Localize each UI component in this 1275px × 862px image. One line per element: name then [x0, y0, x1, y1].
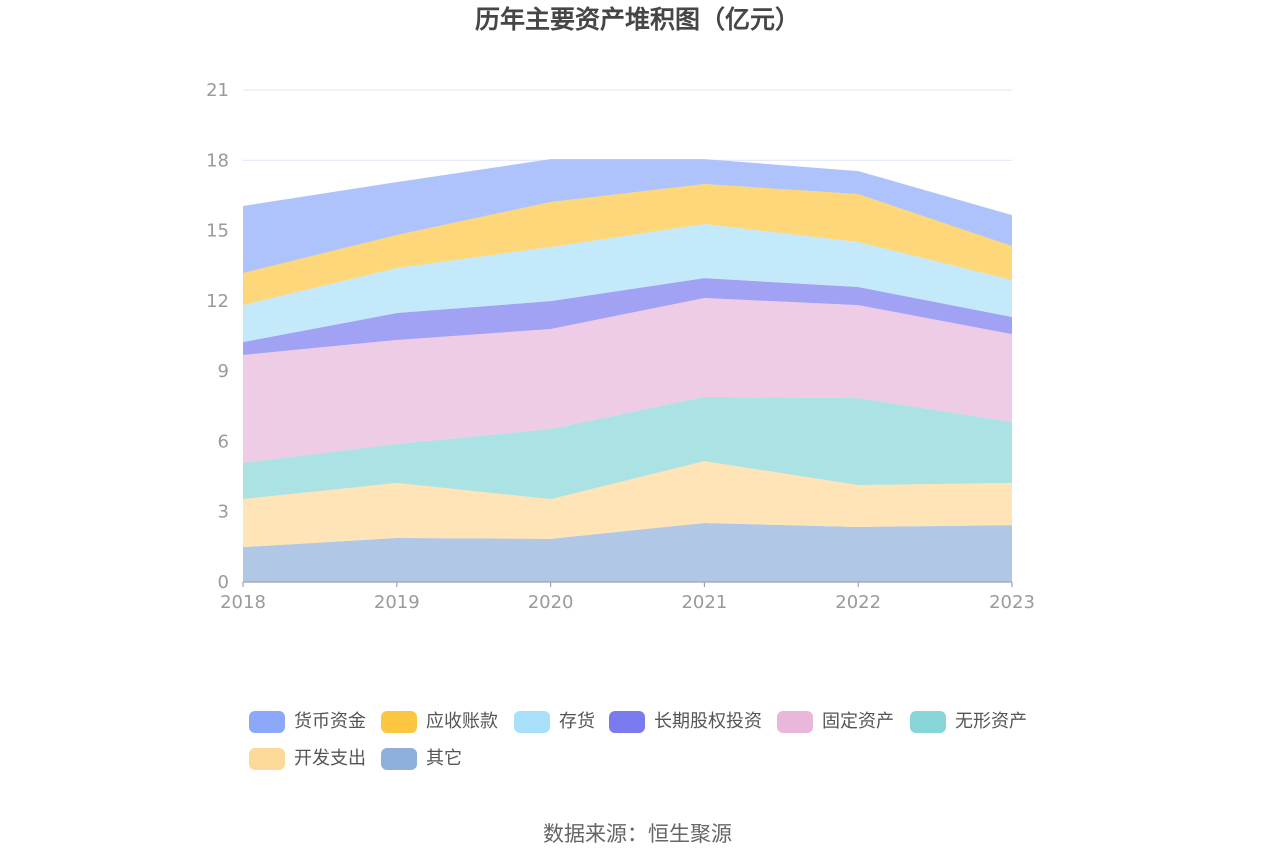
series-area: [243, 298, 1012, 463]
x-tick-label: 2018: [220, 592, 266, 613]
legend-swatch: [910, 711, 946, 733]
legend-label: 其它: [426, 748, 462, 769]
x-tick-label: 2023: [989, 592, 1035, 613]
legend-swatch: [249, 748, 285, 770]
chart-title: 历年主要资产堆积图（亿元）: [474, 5, 800, 34]
legend-label: 固定资产: [822, 711, 894, 732]
legend-label: 货币资金: [294, 711, 366, 732]
y-tick-label: 3: [218, 502, 229, 523]
legend-label: 无形资产: [955, 711, 1027, 732]
series-area: [243, 278, 1012, 355]
series-area: [243, 224, 1012, 343]
y-tick-label: 12: [206, 291, 229, 312]
legend-swatch: [514, 711, 550, 733]
source-note: 数据来源：恒生聚源: [543, 822, 732, 846]
stacked-area-chart: 2018 2019 2020 2021 2022 2023 0 3 6 9 12 15 18 21: [206, 80, 1035, 613]
legend-swatch: [381, 711, 417, 733]
y-tick-label: 9: [218, 361, 229, 382]
x-tick-label: 2019: [374, 592, 420, 613]
legend-label: 存货: [559, 711, 595, 732]
legend-label: 开发支出: [294, 748, 366, 769]
legend-label: 长期股权投资: [654, 711, 762, 732]
x-tick-label: 2020: [528, 592, 574, 613]
x-tick-label: 2022: [835, 592, 881, 613]
series-area: [243, 159, 1012, 273]
y-tick-label: 0: [218, 572, 229, 593]
y-tick-label: 18: [206, 150, 229, 171]
legend-swatch: [609, 711, 645, 733]
y-tick-label: 15: [206, 221, 229, 242]
legend-swatch: [381, 748, 417, 770]
x-tick-label: 2021: [681, 592, 727, 613]
series-area: [243, 396, 1012, 500]
legend-swatch: [249, 711, 285, 733]
series-area: [243, 522, 1012, 582]
y-tick-label: 21: [206, 80, 229, 101]
legend-label: 应收账款: [426, 711, 498, 732]
legend-swatch: [777, 711, 813, 733]
series-area: [243, 461, 1012, 548]
series-area: [243, 183, 1012, 306]
y-tick-label: 6: [218, 431, 229, 452]
